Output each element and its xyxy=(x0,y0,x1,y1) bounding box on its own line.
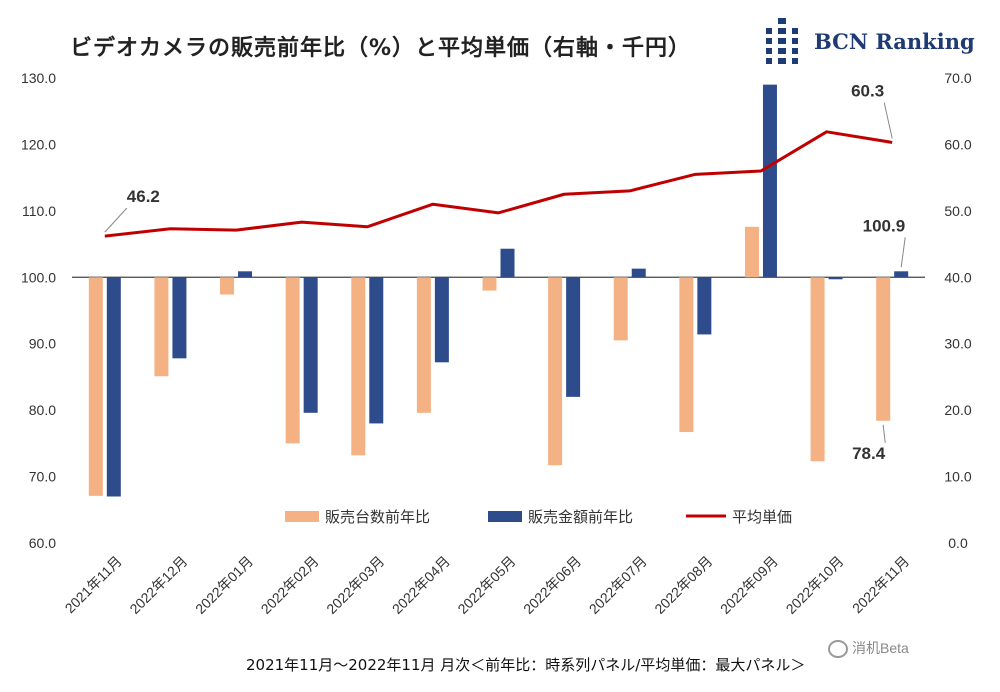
y-right-tick-label: 50.0 xyxy=(944,203,971,219)
bar-units-9 xyxy=(679,277,694,433)
watermark: 消机Beta xyxy=(828,638,909,659)
y-left-tick-label: 100.0 xyxy=(21,269,56,285)
bar-sales-8 xyxy=(631,268,646,278)
legend-swatch-1 xyxy=(488,511,522,522)
x-category-label: 2022年04月 xyxy=(389,553,453,617)
legend-label-2: 平均単価 xyxy=(732,509,792,526)
bar-units-3 xyxy=(285,277,300,444)
y-left-tick-label: 110.0 xyxy=(22,203,56,219)
annotation-label-3: 78.4 xyxy=(852,444,886,463)
bar-units-7 xyxy=(548,277,563,466)
bar-sales-5 xyxy=(434,277,449,363)
y-right-tick-label: 20.0 xyxy=(944,402,971,418)
x-category-label: 2022年07月 xyxy=(586,553,650,617)
y-right-tick-label: 30.0 xyxy=(944,336,971,352)
y-left-tick-label: 80.0 xyxy=(29,402,56,418)
annotation-leader-line xyxy=(882,424,886,443)
bar-sales-0 xyxy=(106,277,121,497)
y-left-tick-label: 90.0 xyxy=(29,336,56,352)
brand: BCN Ranking xyxy=(762,16,975,66)
legend-label-1: 販売金額前年比 xyxy=(528,509,633,526)
bar-sales-3 xyxy=(303,277,318,413)
x-category-label: 2022年10月 xyxy=(783,553,847,617)
brand-name: BCN Ranking xyxy=(814,28,975,54)
bar-units-10 xyxy=(744,226,759,278)
bar-units-2 xyxy=(220,277,235,295)
x-category-label: 2022年09月 xyxy=(717,553,781,617)
y-left-tick-label: 120.0 xyxy=(21,136,56,152)
bar-units-12 xyxy=(876,277,891,421)
bar-sales-1 xyxy=(172,277,187,359)
x-category-label: 2022年11月 xyxy=(849,553,912,616)
y-left-tick-label: 130.0 xyxy=(21,70,56,86)
annotation-leader-line xyxy=(900,237,906,268)
bar-sales-11 xyxy=(828,277,843,280)
x-category-label: 2022年02月 xyxy=(258,553,322,617)
annotation-leader-line xyxy=(883,102,893,139)
y-left-tick-label: 70.0 xyxy=(29,469,56,485)
x-category-label: 2022年01月 xyxy=(192,553,256,617)
x-category-label: 2022年08月 xyxy=(651,553,715,617)
bar-sales-4 xyxy=(369,277,384,424)
y-right-tick-label: 60.0 xyxy=(944,136,971,152)
bar-sales-10 xyxy=(762,84,777,278)
bar-sales-6 xyxy=(500,248,515,278)
x-category-label: 2022年03月 xyxy=(323,553,387,617)
annotation-label-1: 60.3 xyxy=(851,81,884,100)
bar-units-5 xyxy=(416,277,431,413)
bcn-logo-icon xyxy=(766,18,798,64)
watermark-text: 消机Beta xyxy=(852,640,909,656)
legend-label-0: 販売台数前年比 xyxy=(325,509,430,526)
legend-swatch-0 xyxy=(285,511,319,522)
x-category-label: 2022年05月 xyxy=(454,553,518,617)
annotation-label-0: 46.2 xyxy=(127,187,160,206)
bar-units-1 xyxy=(154,277,169,377)
annotation-label-2: 100.9 xyxy=(863,216,906,235)
wechat-icon xyxy=(828,640,848,659)
bar-sales-7 xyxy=(566,277,581,397)
bar-units-11 xyxy=(810,277,825,462)
bar-units-4 xyxy=(351,277,366,456)
y-right-tick-label: 40.0 xyxy=(944,269,971,285)
y-right-tick-label: 70.0 xyxy=(944,70,971,86)
bar-sales-2 xyxy=(238,271,253,278)
bar-units-8 xyxy=(613,277,628,341)
x-category-label: 2022年12月 xyxy=(126,553,190,617)
chart-footer-note: 2021年11月〜2022年11月 月次＜前年比：時系列パネル/平均単価：最大パ… xyxy=(246,656,806,674)
chart-title: ビデオカメラの販売前年比（%）と平均単価（右軸・千円） xyxy=(70,36,692,61)
y-left-tick-label: 60.0 xyxy=(29,535,56,551)
x-category-label: 2022年06月 xyxy=(520,553,584,617)
annotation-leader-line xyxy=(104,207,128,233)
bar-units-6 xyxy=(482,277,497,291)
bar-sales-12 xyxy=(894,271,909,278)
y-right-tick-label: 0.0 xyxy=(948,535,968,551)
x-category-label: 2021年11月 xyxy=(62,553,125,616)
y-right-tick-label: 10.0 xyxy=(944,469,971,485)
bar-sales-9 xyxy=(697,277,712,335)
bar-units-0 xyxy=(88,277,103,496)
